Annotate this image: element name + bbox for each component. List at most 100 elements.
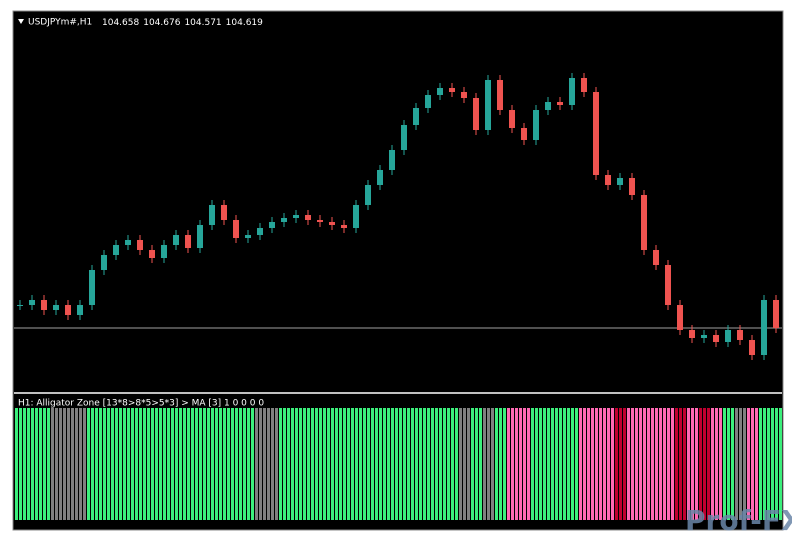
zone-bar (343, 408, 346, 520)
zone-bar (683, 408, 686, 520)
zone-bar (447, 408, 450, 520)
zone-bar (399, 408, 402, 520)
zone-bar (319, 408, 322, 520)
zone-bar (375, 408, 378, 520)
zone-bar (307, 408, 310, 520)
zone-bar (47, 408, 50, 520)
zone-bar (639, 408, 642, 520)
zone-bar (331, 408, 334, 520)
candle-body (737, 330, 743, 340)
zone-bar (335, 408, 338, 520)
zone-bar (211, 408, 214, 520)
zone-bar (495, 408, 498, 520)
zone-bar (627, 408, 630, 520)
zone-bar (159, 408, 162, 520)
candle-body (149, 250, 155, 258)
zone-bar (87, 408, 90, 520)
candle-body (65, 305, 71, 315)
zone-bar (95, 408, 98, 520)
zone-bar (231, 408, 234, 520)
zone-bar (723, 408, 726, 520)
zone-bar (591, 408, 594, 520)
zone-bar (55, 408, 58, 520)
candle-body (749, 340, 755, 355)
zone-bar (475, 408, 478, 520)
zone-bar (431, 408, 434, 520)
zone-bar (315, 408, 318, 520)
candle-body (17, 305, 23, 306)
quote-value: 104.571 (184, 18, 221, 28)
zone-bar (595, 408, 598, 520)
zone-bar (551, 408, 554, 520)
candle-body (101, 255, 107, 270)
candle-body (533, 110, 539, 140)
zone-bar (663, 408, 666, 520)
zone-bar (123, 408, 126, 520)
candle-body (617, 178, 623, 185)
candle-body (497, 80, 503, 110)
candle-body (569, 78, 575, 105)
candle-body (545, 102, 551, 110)
zone-bar (119, 408, 122, 520)
zone-bar (351, 408, 354, 520)
zone-bar (707, 408, 710, 520)
zone-bar (575, 408, 578, 520)
zone-bar (155, 408, 158, 520)
candle-body (341, 225, 347, 228)
zone-bar (439, 408, 442, 520)
candle-body (113, 245, 119, 255)
zone-bar (51, 408, 54, 520)
symbol-menu-arrow[interactable] (18, 19, 24, 24)
zone-bar (43, 408, 46, 520)
candle-body (377, 170, 383, 185)
zone-bar (479, 408, 482, 520)
indicator-panel (15, 408, 782, 520)
zone-bar (71, 408, 74, 520)
zone-bar (607, 408, 610, 520)
zone-bar (567, 408, 570, 520)
zone-bar (539, 408, 542, 520)
zone-bar (303, 408, 306, 520)
zone-bar (247, 408, 250, 520)
zone-bar (527, 408, 530, 520)
zone-bar (483, 408, 486, 520)
zone-bar (107, 408, 110, 520)
zone-bar (183, 408, 186, 520)
zone-bar (547, 408, 550, 520)
zone-bar (555, 408, 558, 520)
candle-body (29, 300, 35, 305)
candle-body (353, 205, 359, 228)
zone-bar (259, 408, 262, 520)
zone-bar (63, 408, 66, 520)
candle-body (689, 330, 695, 338)
zone-bar (611, 408, 614, 520)
zone-bar (671, 408, 674, 520)
zone-bar (503, 408, 506, 520)
zone-bar (687, 408, 690, 520)
zone-bar (299, 408, 302, 520)
zone-bar (455, 408, 458, 520)
zone-bar (79, 408, 82, 520)
zone-bar (695, 408, 698, 520)
zone-bar (535, 408, 538, 520)
candle-body (389, 150, 395, 170)
zone-bar (631, 408, 634, 520)
zone-bar (31, 408, 34, 520)
zone-bar (563, 408, 566, 520)
candle-body (677, 305, 683, 330)
zone-bar (523, 408, 526, 520)
candle-body (473, 98, 479, 130)
zone-bar (679, 408, 682, 520)
zone-bar (531, 408, 534, 520)
zone-bar (459, 408, 462, 520)
zone-bar (451, 408, 454, 520)
zone-bar (291, 408, 294, 520)
zone-bar (243, 408, 246, 520)
zone-bar (487, 408, 490, 520)
zone-bar (371, 408, 374, 520)
zone-bar (131, 408, 134, 520)
candle-body (281, 218, 287, 222)
candle-body (653, 250, 659, 265)
candle-body (317, 220, 323, 222)
